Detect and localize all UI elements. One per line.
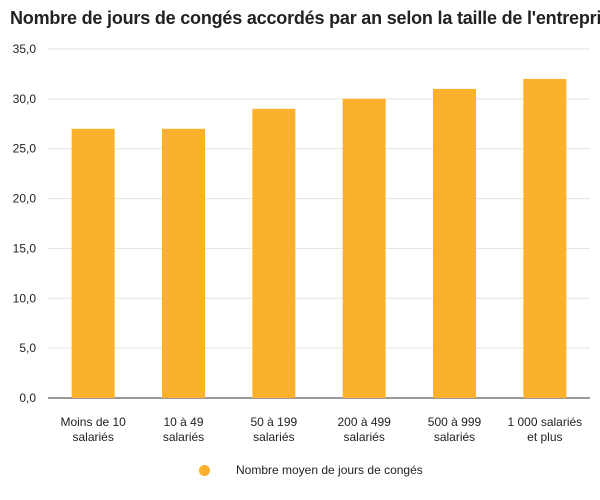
y-tick-label: 35,0 — [13, 42, 37, 56]
x-tick-label: 1 000 salariés et plus — [507, 415, 582, 444]
y-tick-label: 20,0 — [13, 192, 37, 206]
bar — [252, 108, 296, 398]
legend-label: Nombre moyen de jours de congés — [236, 463, 423, 477]
x-tick-label: 500 à 999 salariés — [428, 415, 482, 444]
bar — [162, 128, 205, 398]
y-tick-label: 10,0 — [13, 291, 37, 305]
x-tick-label: 10 à 49 salariés — [163, 415, 204, 444]
y-tick-label: 0,0 — [19, 391, 36, 405]
x-tick-label: 50 à 199 salariés — [250, 415, 297, 444]
legend: Nombre moyen de jours de congés — [0, 461, 600, 481]
bar — [433, 88, 476, 398]
bar — [523, 78, 567, 399]
x-tick-label: 200 à 499 salariés — [337, 415, 391, 444]
bar — [71, 128, 115, 398]
y-tick-label: 15,0 — [13, 241, 37, 255]
x-tick-label: Moins de 10 salariés — [60, 415, 126, 444]
chart-title: Nombre de jours de congés accordés par a… — [10, 8, 600, 28]
y-tick-label: 5,0 — [19, 341, 36, 355]
legend-marker — [199, 465, 210, 476]
bar — [342, 98, 386, 398]
y-tick-label: 30,0 — [13, 92, 37, 106]
y-tick-label: 25,0 — [13, 142, 37, 156]
